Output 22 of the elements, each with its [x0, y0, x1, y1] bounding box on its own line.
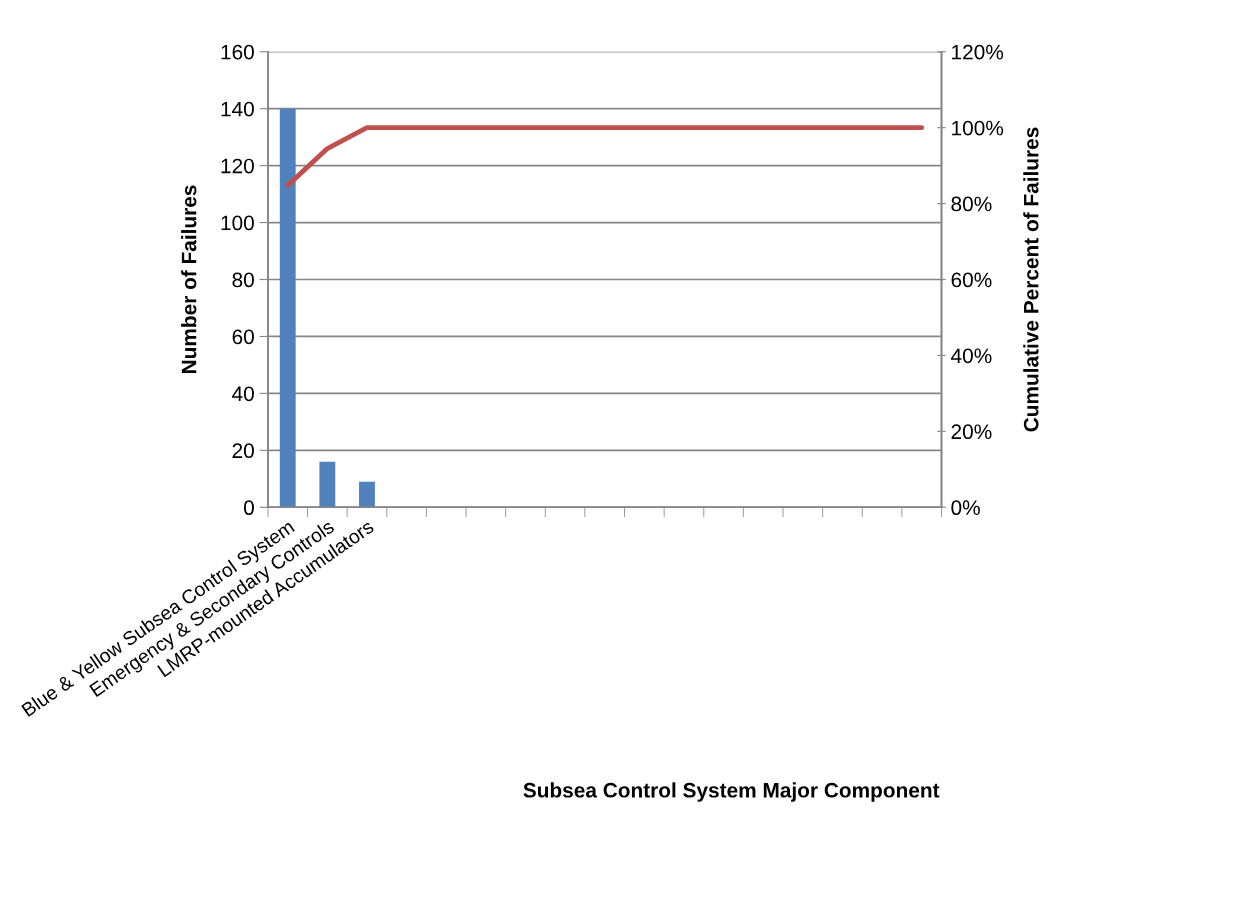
y-tick-label: 40: [232, 386, 254, 402]
y2-tick-label: 100%: [952, 120, 1004, 136]
y2-tick-label: 40%: [951, 348, 992, 364]
y-tick-label: 100: [221, 215, 254, 231]
y-axis-title: Number of Failures: [181, 185, 197, 374]
y-tick-label: 160: [221, 44, 254, 60]
y-tick-label: 120: [221, 158, 254, 174]
y2-tick-label: 0%: [951, 500, 980, 516]
y2-tick-label: 60%: [951, 272, 992, 288]
y2-axis-title: Cumulative Percent of Failures: [1023, 127, 1039, 432]
y2-tick-label: 80%: [951, 196, 992, 212]
y-tick-label: 80: [232, 272, 254, 288]
bar: [279, 108, 296, 508]
y-tick-label: 60: [232, 329, 254, 345]
bar: [359, 481, 375, 508]
y-tick-label: 140: [221, 101, 254, 117]
x-axis-title: Subsea Control System Major Component: [523, 782, 940, 802]
y2-tick-label: 20%: [951, 424, 992, 440]
bar: [319, 461, 336, 508]
y-tick-label: 20: [232, 443, 254, 459]
y-tick-label: 0: [243, 500, 254, 516]
y2-tick-label: 120%: [952, 44, 1004, 60]
